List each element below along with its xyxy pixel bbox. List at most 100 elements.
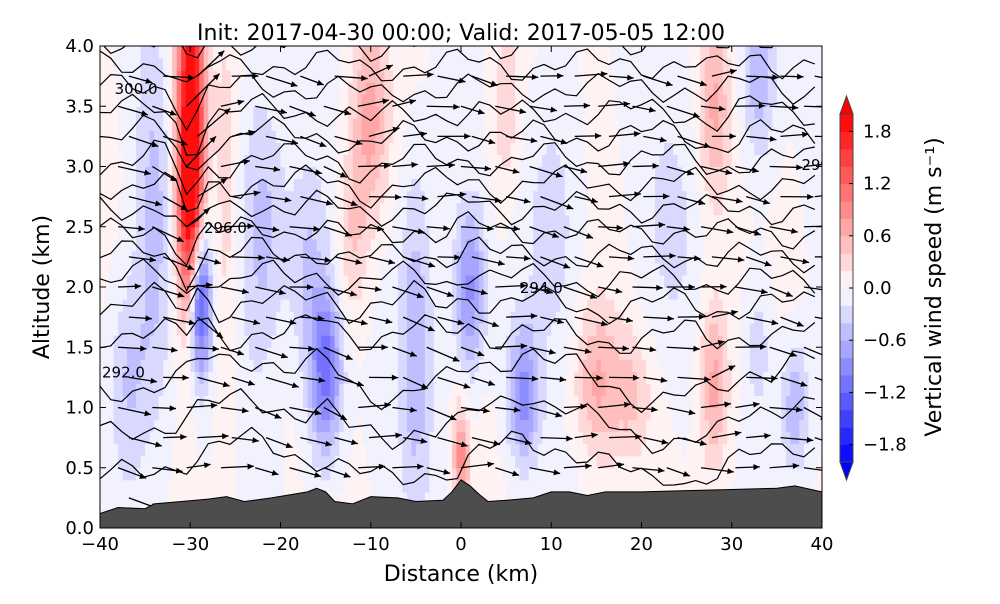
field-cell <box>415 431 421 445</box>
field-cell <box>641 82 647 95</box>
field-cell <box>402 407 408 421</box>
field-cell <box>194 214 200 228</box>
field-cell <box>239 479 245 493</box>
field-cell <box>560 274 566 288</box>
field-cell <box>257 299 264 312</box>
field-cell <box>334 274 340 288</box>
field-cell <box>433 323 440 336</box>
field-cell <box>578 407 584 421</box>
field-cell <box>136 46 142 59</box>
field-cell <box>285 395 291 409</box>
field-cell <box>352 311 358 324</box>
field-cell <box>546 311 552 324</box>
field-cell <box>379 419 385 433</box>
field-cell <box>321 311 327 324</box>
field-cell <box>334 226 340 240</box>
field-cell <box>298 94 304 107</box>
field-cell <box>506 359 512 372</box>
field-cell <box>212 46 218 59</box>
field-cell <box>379 311 385 324</box>
field-cell <box>524 154 530 168</box>
field-cell <box>208 238 214 252</box>
field-cell <box>190 491 196 505</box>
field-cell <box>402 262 408 276</box>
field-cell <box>271 311 277 324</box>
field-cell <box>424 335 431 348</box>
field-cell <box>614 106 620 119</box>
field-cell <box>131 166 137 180</box>
field-cell <box>325 94 331 107</box>
field-cell <box>325 202 331 216</box>
field-cell <box>289 262 295 276</box>
field-cell <box>176 479 182 493</box>
field-cell <box>474 395 480 409</box>
field-cell <box>614 359 620 372</box>
field-cell <box>330 190 336 204</box>
field-cell <box>533 299 539 312</box>
field-cell <box>330 262 336 276</box>
field-cell <box>145 443 151 457</box>
field-cell <box>199 214 205 228</box>
field-cell <box>339 82 345 95</box>
field-cell <box>488 443 494 457</box>
field-cell <box>235 287 241 300</box>
field-cell <box>582 359 588 372</box>
field-cell <box>163 118 169 131</box>
field-cell <box>163 419 169 433</box>
field-cell <box>573 214 579 228</box>
field-cell <box>524 274 530 288</box>
field-cell <box>280 371 286 384</box>
field-cell <box>573 419 579 433</box>
field-cell <box>397 70 403 83</box>
field-cell <box>194 491 200 505</box>
field-cell <box>393 299 399 312</box>
field-cell <box>542 467 548 481</box>
field-cell <box>294 359 300 372</box>
field-cell <box>312 250 318 264</box>
field-cell <box>343 443 349 457</box>
field-cell <box>203 395 209 409</box>
field-cell <box>564 407 570 421</box>
field-cell <box>248 94 255 107</box>
field-cell <box>348 335 354 348</box>
field-cell <box>433 443 440 457</box>
field-cell <box>618 359 625 372</box>
field-cell <box>424 226 431 240</box>
field-cell <box>330 250 336 264</box>
field-cell <box>429 94 435 107</box>
field-cell <box>393 202 399 216</box>
field-cell <box>203 274 209 288</box>
field-cell <box>370 70 376 83</box>
field-cell <box>605 347 611 360</box>
field-cell <box>167 491 173 505</box>
field-cell <box>456 419 462 433</box>
field-cell <box>519 178 525 192</box>
field-cell <box>456 178 462 192</box>
field-cell <box>510 323 516 336</box>
field-cell <box>357 299 363 312</box>
field-cell <box>393 178 399 192</box>
field-cell <box>456 202 462 216</box>
field-cell <box>325 299 331 312</box>
field-cell <box>190 142 196 156</box>
field-cell <box>546 82 552 95</box>
field-cell <box>140 419 146 433</box>
field-cell <box>636 311 643 324</box>
field-cell <box>519 431 525 445</box>
field-cell <box>442 395 449 409</box>
field-cell <box>271 154 277 168</box>
field-cell <box>262 443 268 457</box>
field-cell <box>655 70 661 83</box>
field-cell <box>217 287 223 300</box>
field-cell <box>533 154 539 168</box>
field-cell <box>578 431 584 445</box>
field-cell <box>596 323 602 336</box>
field-cell <box>542 274 548 288</box>
field-cell <box>154 70 160 83</box>
field-cell <box>366 479 372 493</box>
field-cell <box>605 214 611 228</box>
field-cell <box>208 154 214 168</box>
field-cell <box>109 443 115 457</box>
field-cell <box>208 214 214 228</box>
field-cell <box>623 395 629 409</box>
